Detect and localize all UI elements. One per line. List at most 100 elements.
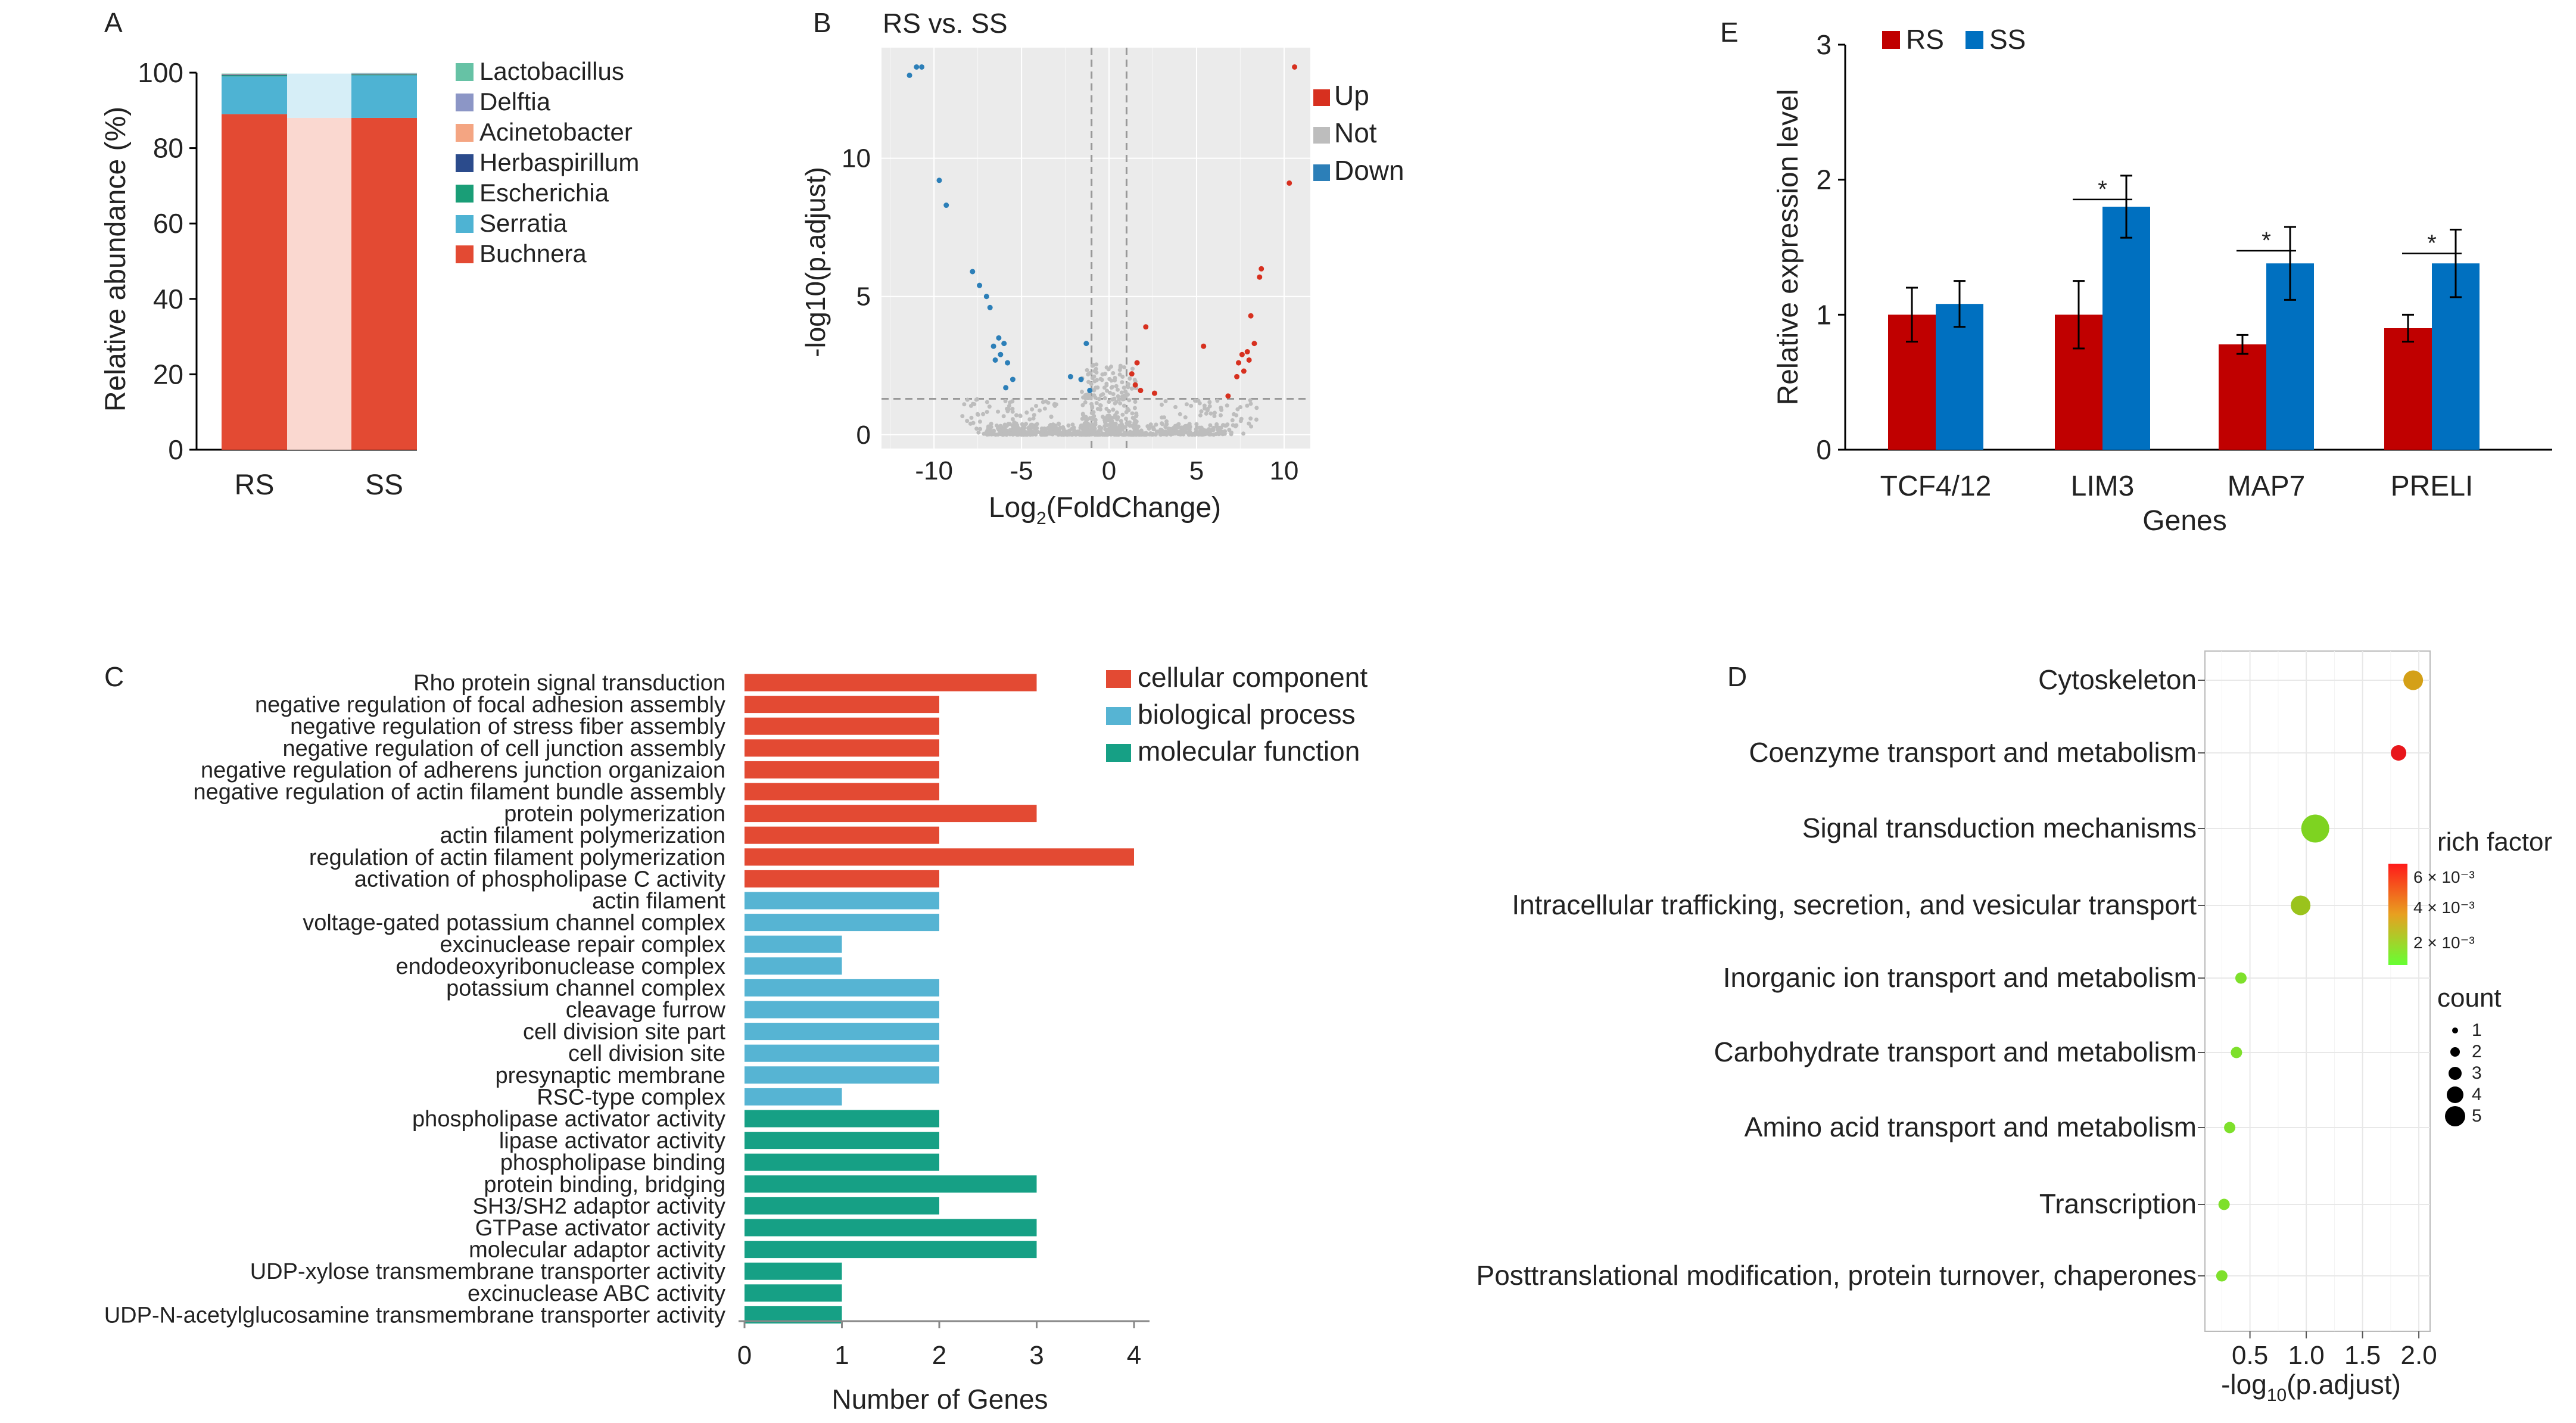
panel-b-point-not xyxy=(1217,426,1222,431)
panel-b-point-not xyxy=(1199,425,1204,430)
panel-b-point-not xyxy=(1107,400,1111,404)
panel-b-point-not xyxy=(1123,394,1128,398)
panel-b-point-not xyxy=(1134,413,1139,418)
panel-b-point-not xyxy=(1090,376,1095,381)
panel-b-point-not xyxy=(965,397,970,402)
panel-b-point-up xyxy=(1143,324,1149,330)
panel-c-category-label: cell division site part xyxy=(523,1020,725,1045)
panel-b-point-down xyxy=(998,351,1004,357)
panel-labels: A B E C D xyxy=(104,7,1747,692)
panel-c-bar xyxy=(745,1197,939,1215)
panel-e-y-tick-label: 3 xyxy=(1816,29,1831,60)
panel-b-legend-label: Not xyxy=(1334,117,1377,148)
panel-b-point-not xyxy=(1010,417,1015,422)
panel-b-point-not xyxy=(1034,404,1039,409)
panel-c-bar xyxy=(745,1088,842,1106)
panel-e-x-label: MAP7 xyxy=(2228,471,2306,502)
panel-b-point-up xyxy=(1251,341,1257,347)
panel-b-point-not xyxy=(1123,416,1128,421)
panel-b-point-not xyxy=(1021,432,1026,437)
panel-a-legend: Lactobacillus DelftiaAcinetobacterHerbasp… xyxy=(456,57,639,267)
panel-d-category-label: Cytoskeleton xyxy=(2038,664,2197,695)
panel-a-legend-label: Delftia xyxy=(479,88,551,116)
panel-b-point-not xyxy=(1007,403,1011,408)
panel-b-point-not xyxy=(1132,406,1137,410)
panel-b-point-not xyxy=(1039,432,1044,437)
panel-b-legend-swatch xyxy=(1313,127,1330,144)
panel-a-bar-segment xyxy=(351,73,417,74)
panel-d-grid xyxy=(2205,651,2430,1331)
panel-b-point-not xyxy=(1154,422,1158,427)
panel-c-category-label: regulation of actin filament polymerizat… xyxy=(309,845,725,870)
panel-c-bar xyxy=(745,848,1134,866)
panel-b-legend-swatch xyxy=(1313,164,1330,181)
panel-b-y-tick-label: 0 xyxy=(856,421,871,450)
panel-c-category-label: endodeoxyribonuclease complex xyxy=(396,954,725,979)
panel-a-y-tick-label: 20 xyxy=(153,359,183,390)
panel-a-bar-segment xyxy=(222,75,287,77)
panel-c-category-label: phospholipase binding xyxy=(500,1150,725,1175)
panel-b-point-not xyxy=(1117,425,1122,430)
panel-c-legend-swatch xyxy=(1106,670,1131,688)
panel-b-point-not xyxy=(1248,398,1253,403)
panel-e-y-tick-label: 0 xyxy=(1816,434,1831,465)
panel-b-point-not xyxy=(1199,409,1204,414)
panel-b-point-not xyxy=(1092,369,1097,373)
panel-b-point-not xyxy=(1181,430,1186,435)
panel-c-bars xyxy=(745,674,1134,1324)
panel-b-point-not xyxy=(1032,413,1036,418)
panel-b-point-not xyxy=(1197,401,1202,406)
panel-b-point-not xyxy=(989,421,993,426)
panel-b-point-not xyxy=(1202,403,1207,408)
panel-d-dot xyxy=(2301,814,2329,843)
panel-b-point-not xyxy=(1229,430,1234,435)
panel-c-x-tick-label: 0 xyxy=(737,1341,752,1370)
panel-a-y-axis-label: Relative abundance (%) xyxy=(100,107,132,412)
panel-c-bar xyxy=(745,935,842,953)
panel-b-y-axis-label: -log10(p.adjust) xyxy=(800,167,831,357)
panel-d-x-tick-label: 2.0 xyxy=(2401,1341,2437,1370)
panel-b-point-not xyxy=(1109,378,1114,383)
panel-c-legend-label: molecular function xyxy=(1138,736,1360,767)
panel-b-point-not xyxy=(1102,420,1107,425)
panel-a-bar-segment xyxy=(351,117,417,450)
panel-b-point-up xyxy=(1225,393,1231,399)
panel-b-point-not xyxy=(1238,405,1243,410)
panel-b-point-not xyxy=(1108,415,1113,420)
panel-c-bar xyxy=(745,1219,1037,1237)
panel-b-point-up xyxy=(1134,360,1140,366)
panel-b-point-not xyxy=(1194,422,1199,426)
panel-b-point-not xyxy=(1092,379,1097,384)
panel-d-legend-size-label: 3 xyxy=(2472,1063,2482,1083)
panel-b-legend-label: Up xyxy=(1334,80,1369,111)
panel-a-x-label: RS xyxy=(235,469,275,501)
panel-a-y-ticks: 0 20 40 60 80 100 xyxy=(138,57,197,465)
panel-e-bar-rs xyxy=(2219,344,2266,450)
panel-b-point-down xyxy=(992,357,998,363)
panel-b-point-not xyxy=(1211,426,1216,431)
panel-b-point-not xyxy=(1102,432,1107,437)
panel-c-bar xyxy=(745,1153,939,1171)
panel-b-point-down xyxy=(970,269,976,275)
panel-c-bar xyxy=(745,1284,842,1302)
panel-a-legend-label: Herbaspirillum xyxy=(479,148,639,176)
panel-c-bar xyxy=(745,826,939,844)
panel-d-dot xyxy=(2291,895,2311,916)
panel-b-point-not xyxy=(1117,397,1122,402)
panel-b-point-not xyxy=(1058,425,1063,430)
panel-b-point-not xyxy=(1133,421,1138,426)
panel-d-x-axis-label: -log10(p.adjust) xyxy=(2221,1369,2401,1405)
panel-b-point-not xyxy=(1027,428,1032,433)
panel-b-point-not xyxy=(1120,374,1125,379)
panel-c-category-label: UDP-N-acetylglucosamine transmembrane tr… xyxy=(104,1303,725,1328)
panel-b-x-tick-label: 10 xyxy=(1269,456,1298,485)
panel-b-point-not xyxy=(1178,412,1182,416)
panel-a-legend-label: Acinetobacter xyxy=(479,118,633,146)
panel-b-point-not xyxy=(975,397,980,401)
panel-b-point-not xyxy=(1220,432,1225,437)
panel-b-point-not xyxy=(1120,412,1125,417)
panel-e-bar-ss xyxy=(2102,207,2150,450)
panel-e-significance-star: * xyxy=(2427,231,2437,257)
panel-b-point-not xyxy=(1136,424,1141,429)
panel-b-point-not xyxy=(971,421,976,425)
